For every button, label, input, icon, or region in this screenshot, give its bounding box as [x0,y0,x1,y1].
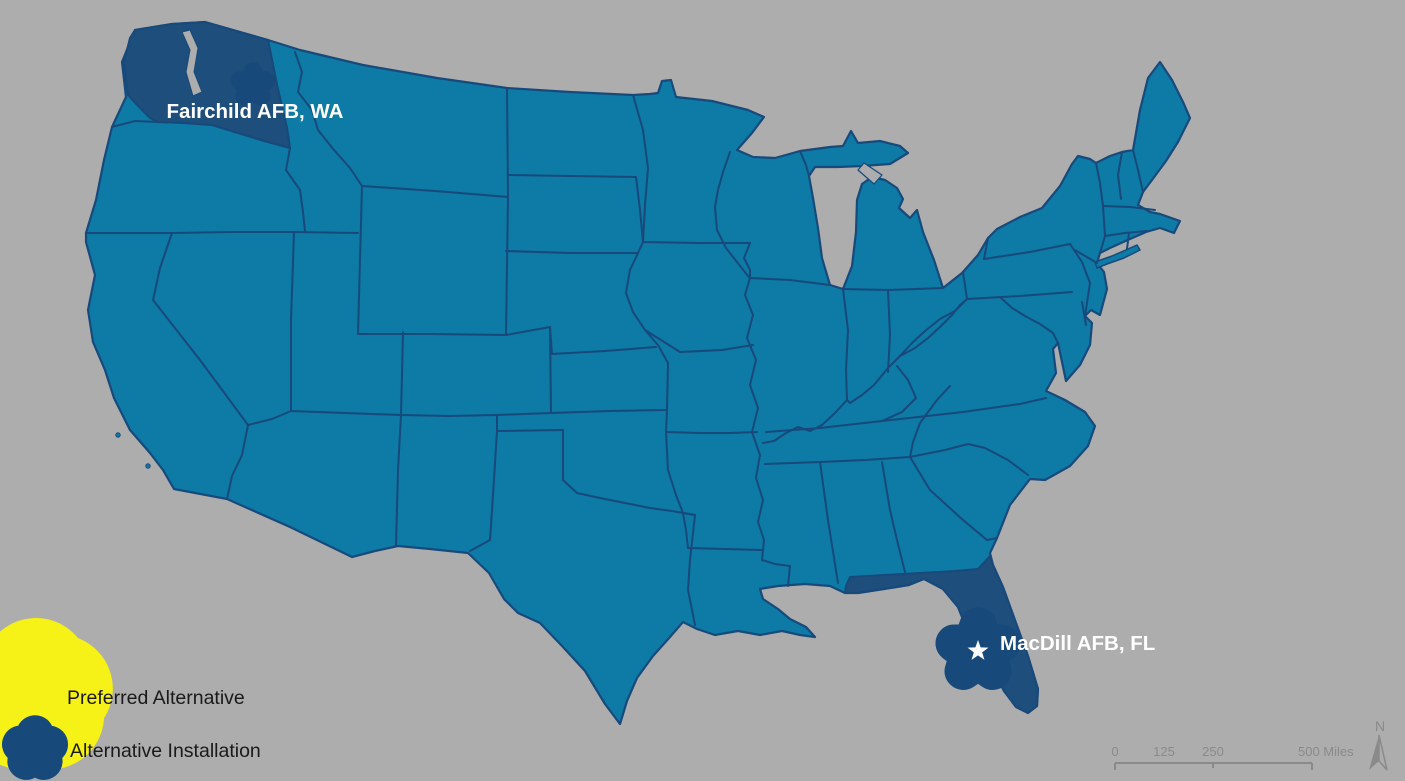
state-border-line [764,456,911,465]
legend-preferred-label: Preferred Alternative [67,687,245,709]
state-border-line [505,250,639,254]
alternative-installation-star-icon [21,734,50,761]
state-border-line [1074,249,1098,264]
state-borders [85,39,1156,626]
state-border-line [1069,243,1091,317]
state-border-line [400,412,552,417]
state-border-line [983,237,989,260]
state-border-line [881,461,906,573]
state-border-line [226,424,249,500]
state-border-line [1117,151,1123,200]
state-border-line [743,242,765,561]
state-border-line [842,287,944,291]
legend-alternative-label: Alternative Installation [70,740,261,762]
state-border-line [550,409,667,414]
state-border-line [290,231,295,412]
state-border-line [761,559,791,587]
state-border-line [665,431,689,549]
legend: Preferred Alternative Alternative Instal… [13,672,261,762]
state-border-line [549,326,553,355]
state-border-line [749,277,831,286]
state-border-line [642,241,751,244]
state-washington-highlight [123,21,291,149]
state-border-line [1099,235,1106,254]
state-border-line [1102,205,1156,211]
state-border-line [152,232,249,426]
state-border-line [1095,162,1106,237]
state-border-line [85,231,359,234]
mackinac-strait [857,162,883,185]
channel-island [115,432,121,438]
state-border-line [682,512,696,626]
state-border-line [687,547,763,551]
state-border-line [357,326,551,336]
state-border-line [714,151,751,279]
north-arrow-icon-outline [1378,734,1388,771]
fairchild-afb-star-icon [241,72,266,96]
state-border-line [635,176,644,243]
scale-tick-250: 250 [1202,744,1224,759]
north-arrow-label: N [1375,718,1385,734]
macdill-afb-label: MacDill AFB, FL [1000,632,1155,655]
state-border-line [842,288,849,401]
state-border-line [507,174,637,178]
state-border-line [1126,232,1130,250]
state-border-line [799,150,810,177]
state-border-line [1081,301,1087,326]
state-border-line [625,241,669,364]
state-border-line [395,414,402,547]
state-border-line [247,410,292,426]
state-border-line [294,51,363,187]
scale-tick-125: 125 [1153,744,1175,759]
state-border-line [765,397,1047,433]
long-island [1094,244,1141,269]
state-border-line [887,289,891,373]
state-border-line [909,443,1029,476]
state-border-line [505,87,509,336]
channel-island [145,463,151,469]
state-border-line [962,271,1073,300]
fairchild-afb-label: Fairchild AFB, WA [167,100,344,123]
state-border-line [881,365,917,422]
state-border-line [909,385,951,458]
state-border-line [361,185,509,198]
scale-bar-line [1114,762,1313,770]
state-border-line [1132,149,1144,193]
state-border-line [400,331,404,416]
state-border-line [909,456,998,541]
state-border-line [1104,230,1148,237]
north-arrow-icon [1369,735,1379,770]
scale-tick-0: 0 [1111,744,1118,759]
state-border-line [899,298,968,357]
state-border-line [357,185,363,335]
scale-bar: 0 125 250 500 Miles [1111,744,1354,770]
state-border-line [632,94,649,243]
preferred-alternative-star-icon [13,672,59,715]
state-border-line [290,410,402,416]
state-border-line [469,430,498,552]
north-arrow: N [1369,718,1388,771]
state-border-line [999,296,1059,344]
puget-sound [181,29,203,97]
state-border-line [644,329,754,353]
state-border-line [551,346,657,355]
state-florida-highlight [844,555,1039,714]
state-border-line [819,461,839,584]
state-border-line [762,298,968,444]
state-border-line [665,431,758,434]
state-border-line [983,243,1071,260]
state-border-line [562,479,696,516]
scale-tick-500-miles: 500 Miles [1298,744,1354,759]
state-border-line [285,147,306,232]
